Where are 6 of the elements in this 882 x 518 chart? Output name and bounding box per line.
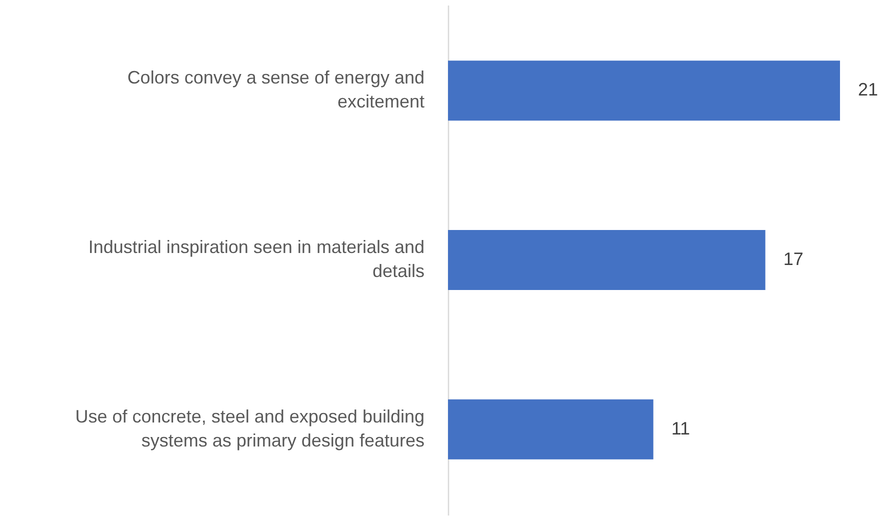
data-label: 11 — [671, 418, 690, 438]
y-tick-label: Industrial inspiration seen in materials and details — [88, 237, 424, 281]
y-tick-label: Colors convey a sense of energy and excitement — [127, 68, 424, 112]
data-label: 21 — [858, 80, 878, 100]
y-tick-label: Use of concrete, steel and exposed building systems as primary design features — [75, 406, 424, 450]
data-label: 17 — [783, 249, 804, 269]
